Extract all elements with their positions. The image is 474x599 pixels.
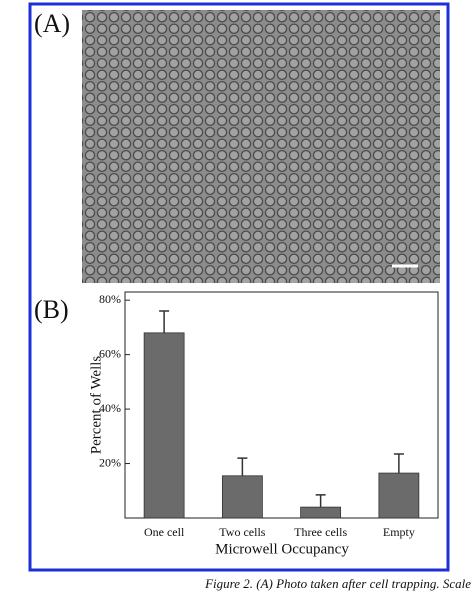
- y-tick-label: 80%: [99, 292, 121, 306]
- y-tick-label: 40%: [99, 401, 121, 415]
- panel-label: (A): [34, 9, 70, 38]
- figure-border: [28, 2, 450, 572]
- x-tick-label: Empty: [383, 525, 415, 539]
- x-tick-label: One cell: [144, 525, 185, 539]
- bar: [221, 475, 263, 519]
- error-bar: [393, 453, 404, 474]
- error-bar: [237, 457, 248, 476]
- error-bar: [159, 310, 170, 333]
- y-axis-label: Percent of Wells: [88, 356, 104, 455]
- plot-frame: [124, 291, 439, 519]
- x-tick-label: Two cells: [219, 525, 265, 539]
- x-axis-label: Microwell Occupancy: [215, 541, 349, 557]
- microwell-photo: [82, 10, 440, 283]
- caption: Figure 2. (A) Photo taken after cell tra…: [204, 576, 474, 591]
- bar: [143, 332, 185, 519]
- bar: [300, 506, 342, 519]
- x-tick-label: Three cells: [294, 525, 347, 539]
- bar: [378, 472, 420, 519]
- y-tick-label: 20%: [99, 455, 121, 469]
- panel-label: (B): [34, 295, 69, 324]
- error-bar: [315, 494, 326, 508]
- y-tick-label: 60%: [99, 346, 121, 360]
